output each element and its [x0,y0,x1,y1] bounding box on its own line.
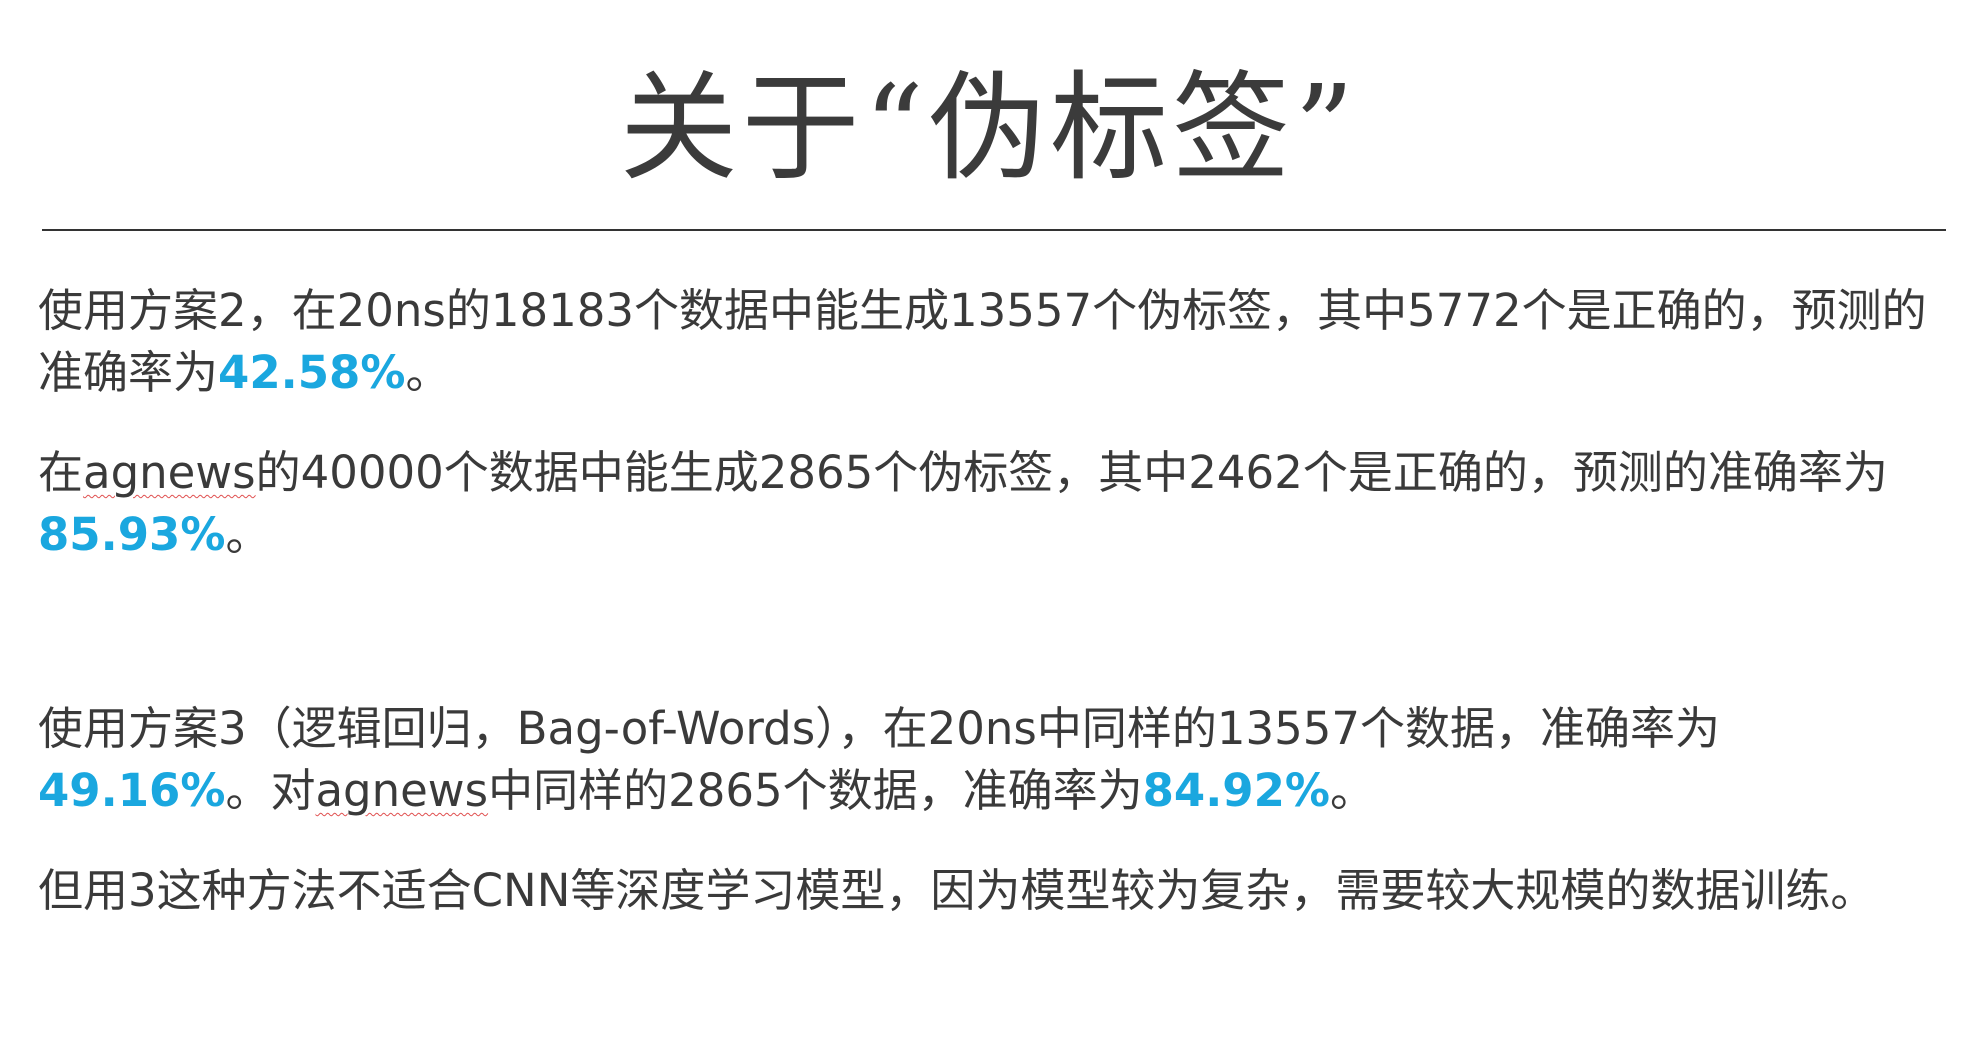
paragraph-text: 在 [38,446,84,499]
title-divider [42,229,1946,231]
spellcheck-word: agnews [83,446,256,499]
paragraph-text: 中同样的2865个数据，准确率为 [488,764,1143,817]
spellcheck-word: agnews [315,764,489,817]
paragraph-conclusion: 但用3这种方法不适合CNN等深度学习模型，因为模型较为复杂，需要较大规模的数据训… [38,864,1876,917]
accuracy-value-20ns-scheme3: 49.16% [38,764,226,817]
paragraph-scheme2-agnews: 在agnews的40000个数据中能生成2865个伪标签，其中2462个是正确的… [38,442,1938,566]
paragraph-text: 。对 [225,764,316,817]
punctuation: 。 [1330,764,1376,817]
paragraph-scheme2-20ns: 使用方案2，在20ns的18183个数据中能生成13557个伪标签，其中5772… [38,280,1938,404]
accuracy-value-agnews: 85.93% [38,508,226,561]
paragraph-text: 的40000个数据中能生成2865个伪标签，其中2462个是正确的，预测的准确率… [255,446,1888,499]
punctuation: 。 [225,508,271,561]
paragraph-scheme3: 使用方案3（逻辑回归，Bag-of-Words），在20ns中同样的13557个… [38,698,1938,822]
accuracy-value-20ns: 42.58% [218,346,406,399]
paragraph-text: 使用方案3（逻辑回归，Bag-of-Words），在20ns中同样的13557个… [38,702,1721,755]
accuracy-value-agnews-scheme3: 84.92% [1142,764,1331,817]
punctuation: 。 [405,346,451,399]
slide-title: 关于“伪标签” [619,59,1359,197]
paragraph-text: 使用方案2，在20ns的18183个数据中能生成13557个伪标签，其中5772… [38,284,1927,399]
